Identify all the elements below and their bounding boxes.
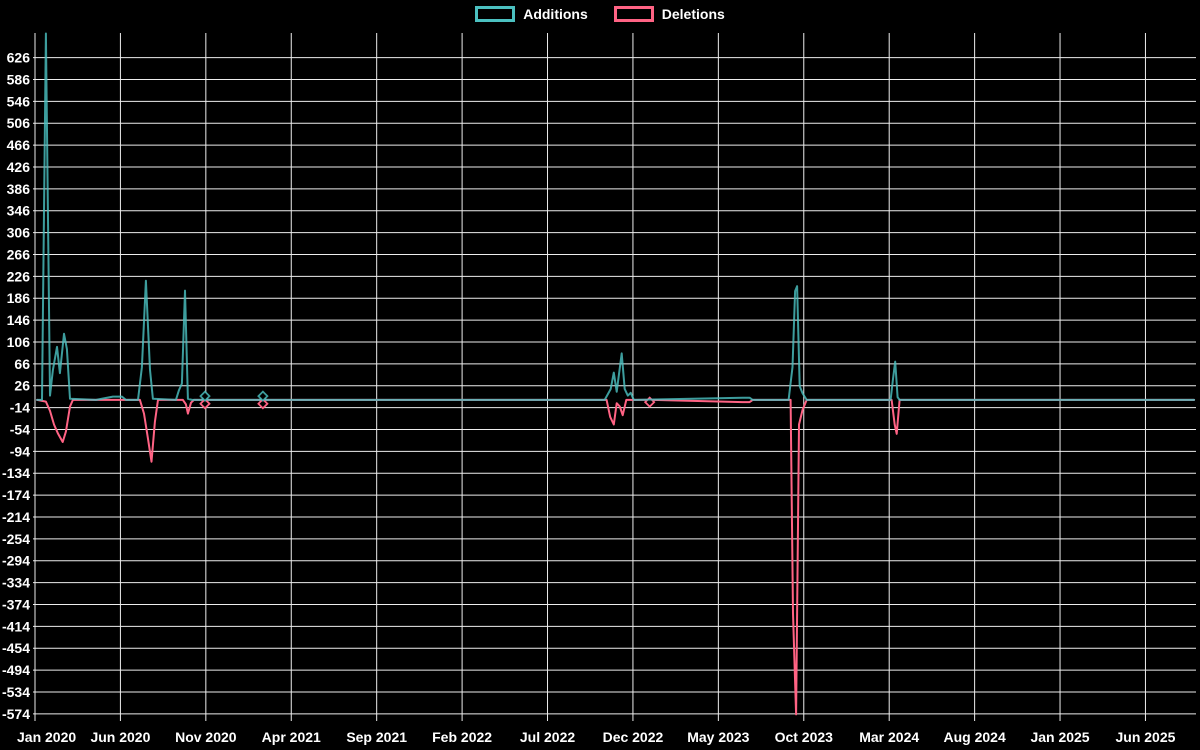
deletions-line	[36, 398, 1196, 716]
deletions-series-swatch-icon	[613, 6, 654, 22]
legend-item-deletions[interactable]: Deletions	[613, 6, 725, 22]
x-tick-label: Sep 2021	[346, 729, 407, 745]
y-tick-label: 586	[7, 71, 31, 87]
y-tick-label: 266	[7, 246, 31, 262]
y-tick-label: -374	[2, 596, 30, 612]
additions-line	[36, 32, 1196, 401]
y-tick-label: 66	[14, 356, 30, 372]
legend-item-additions[interactable]: Additions	[475, 6, 588, 22]
deletions-point-marker[interactable]	[199, 397, 211, 410]
y-tick-label: -494	[2, 662, 30, 678]
y-tick-label: 466	[7, 137, 31, 153]
y-tick-label: 346	[7, 203, 31, 219]
additions-point-marker[interactable]	[199, 390, 211, 402]
x-tick-label: Dec 2022	[603, 729, 664, 745]
y-tick-label: -174	[2, 487, 30, 503]
y-tick-label: 26	[14, 378, 30, 394]
y-tick-label: -14	[10, 400, 30, 416]
y-tick-label: -294	[2, 553, 30, 569]
y-tick-label: 546	[7, 93, 31, 109]
y-tick-label: -134	[2, 465, 30, 481]
y-tick-label: 306	[7, 225, 31, 241]
x-tick-label: Apr 2021	[262, 729, 321, 745]
y-tick-label: 626	[7, 50, 31, 66]
y-tick-label: -94	[10, 443, 30, 459]
y-tick-label: 146	[7, 312, 31, 328]
x-tick-label: Nov 2020	[175, 729, 237, 745]
legend-label-additions: Additions	[523, 6, 588, 22]
deletions-point-marker[interactable]	[257, 397, 269, 410]
x-tick-label: Feb 2022	[432, 729, 492, 745]
y-tick-label: 106	[7, 334, 31, 350]
x-tick-label: Aug 2024	[943, 729, 1005, 745]
x-tick-label: Jun 2025	[1115, 729, 1175, 745]
y-tick-label: -334	[2, 575, 30, 591]
y-tick-label: -54	[10, 421, 30, 437]
x-tick-label: Mar 2024	[859, 729, 919, 745]
chart-legend: Additions Deletions	[0, 6, 1200, 22]
x-tick-label: May 2023	[687, 729, 749, 745]
y-tick-label: 386	[7, 181, 31, 197]
additions-series-swatch-icon	[475, 6, 516, 22]
x-tick-label: Oct 2023	[775, 729, 834, 745]
x-tick-label: Jan 2025	[1030, 729, 1089, 745]
x-tick-label: Jul 2022	[520, 729, 575, 745]
y-tick-label: 506	[7, 115, 31, 131]
x-tick-label: Jun 2020	[90, 729, 150, 745]
additions-point-marker[interactable]	[257, 390, 269, 402]
legend-label-deletions: Deletions	[661, 6, 725, 22]
y-tick-label: -574	[2, 706, 30, 722]
y-tick-label: 226	[7, 268, 31, 284]
y-tick-label: -214	[2, 509, 30, 525]
y-tick-label: -454	[2, 640, 30, 656]
y-tick-label: 426	[7, 159, 31, 175]
y-tick-label: -534	[2, 684, 30, 700]
y-tick-label: -414	[2, 618, 30, 634]
x-tick-label: Jan 2020	[17, 729, 76, 745]
y-tick-label: -254	[2, 531, 30, 547]
y-tick-label: 186	[7, 290, 31, 306]
